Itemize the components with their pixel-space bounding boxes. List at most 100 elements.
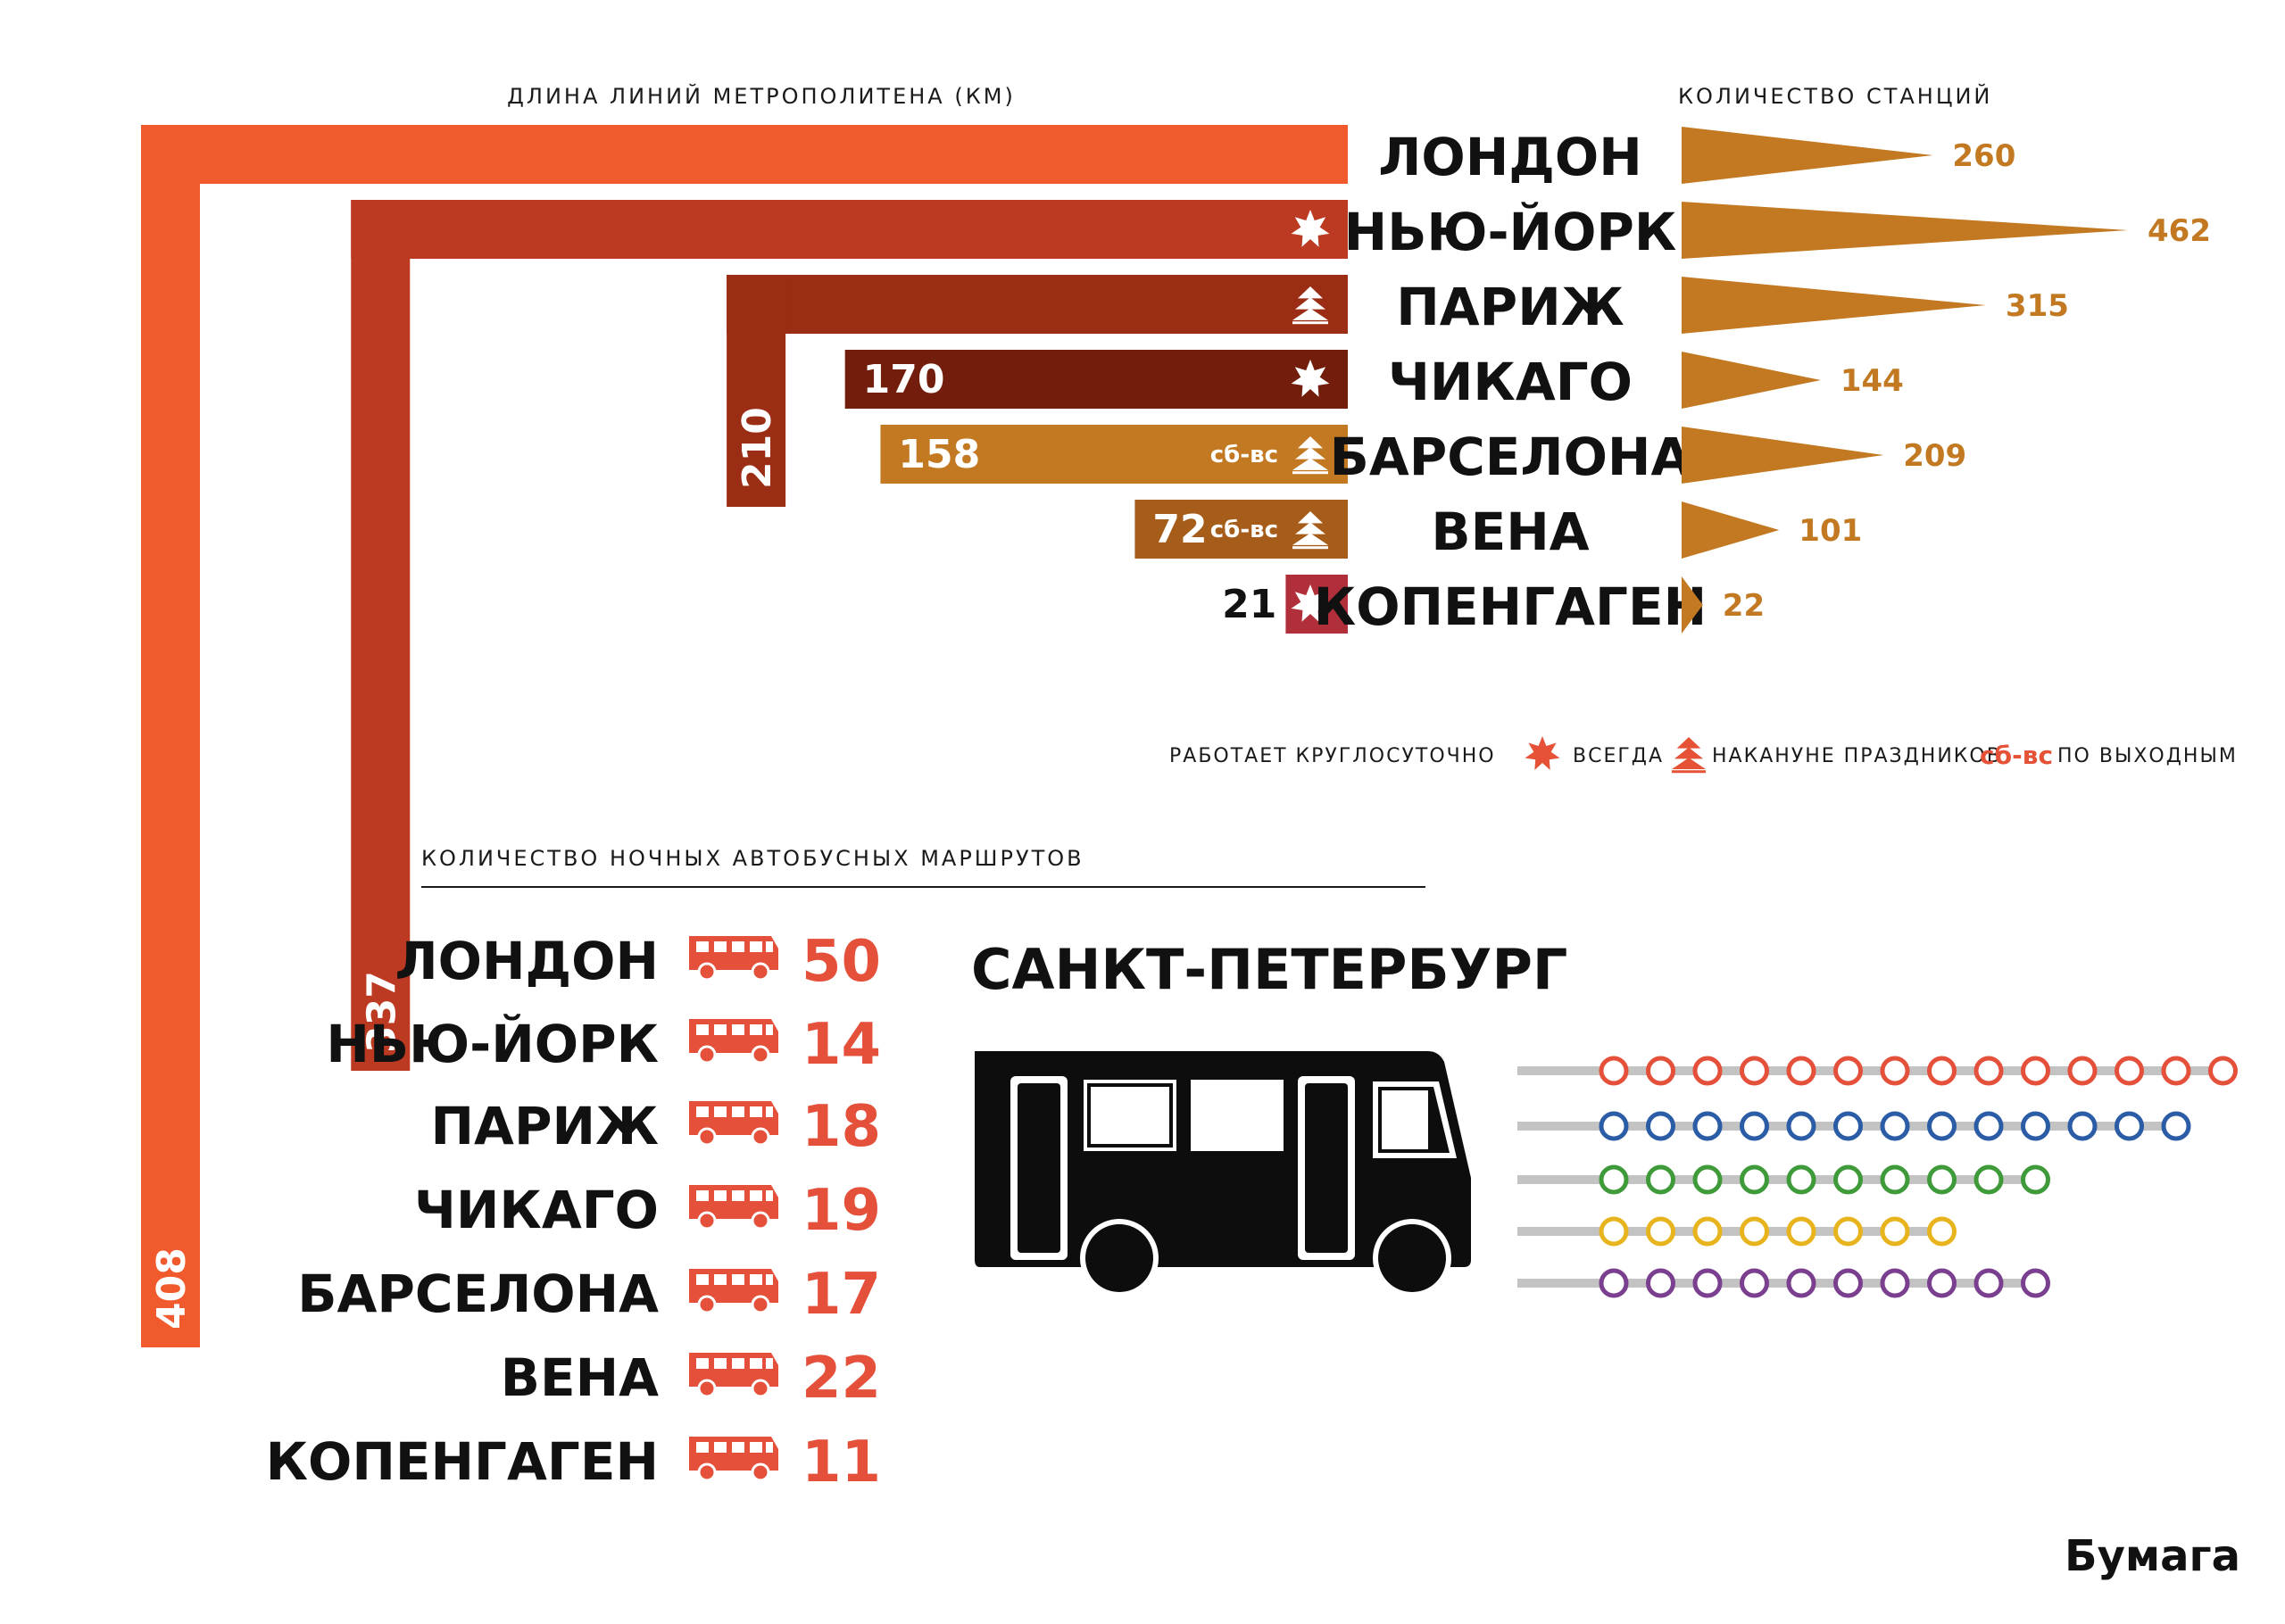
spb-metro-line [1517, 1268, 2050, 1298]
station-circle [1599, 1216, 1629, 1247]
station-circle [1927, 1216, 1957, 1247]
station-circle [1880, 1268, 1910, 1298]
station-value-label: 260 [1952, 138, 2015, 174]
length-bar: 158 сб-вс [880, 425, 1348, 484]
length-value-label: 408 [149, 1247, 195, 1330]
spb-metro-line [1517, 1164, 2050, 1195]
station-value-label: 315 [2006, 288, 2069, 324]
night-bus-row: ПАРИЖ 18 [431, 1094, 882, 1160]
always-open-star-icon [1291, 360, 1330, 397]
length-bar: 72 сб-вс [1134, 500, 1348, 559]
station-circle [1740, 1164, 1769, 1195]
bus-route-count: 11 [802, 1429, 881, 1496]
city-name: БАРСЕЛОНА [297, 1264, 659, 1324]
station-circle [2021, 1268, 2050, 1298]
city-name-column: ЛОНДОН НЬЮ-ЙОРК ПАРИЖ ЧИКАГО БАРСЕЛОНА ВЕНА КО… [1314, 127, 1707, 637]
metro-length-title: ДЛИНА ЛИНИЙ МЕТРОПОЛИТЕНА (КМ) [507, 83, 1016, 109]
always-open-star-icon [1291, 584, 1330, 622]
station-circle [2021, 1164, 2050, 1195]
weekend-tag: сб-вс [1210, 517, 1278, 543]
city-name: ЛОНДОН [1378, 127, 1642, 187]
station-wedge: 144 [1682, 352, 1904, 409]
city-name: ПАРИЖ [1396, 277, 1624, 337]
legend-holidays-icon [1672, 737, 1706, 774]
length-bar: 337 [351, 200, 1348, 1071]
city-name: ЧИКАГО [1388, 352, 1633, 412]
station-circle [1646, 1216, 1675, 1247]
station-circle [1786, 1056, 1816, 1086]
station-circle [1927, 1111, 1957, 1141]
length-bar: 210 [727, 275, 1348, 507]
station-circle [1692, 1111, 1723, 1141]
holiday-tree-icon [1292, 436, 1328, 475]
bus-icon [689, 1101, 778, 1147]
station-circle [1740, 1216, 1769, 1247]
length-value-label: 21 [1222, 582, 1276, 627]
station-circle [1927, 1268, 1957, 1298]
station-circle [1646, 1056, 1675, 1086]
station-circle [2067, 1056, 2098, 1086]
station-wedge: 209 [1682, 427, 1966, 484]
station-circle [1599, 1111, 1629, 1141]
station-circle [1973, 1111, 2004, 1141]
station-circle [1599, 1056, 1629, 1086]
station-circle [1880, 1056, 1910, 1086]
always-open-star-icon [1291, 210, 1330, 247]
night-bus-chart: ЛОНДОН 50 НЬЮ-ЙОРК 14 ПАРИЖ 18 ЧИКАГО 19 БАРСЕЛО… [266, 929, 881, 1496]
station-value-label: 209 [1903, 438, 1966, 474]
night-bus-row: ЛОНДОН 50 [395, 929, 881, 995]
legend-always-label: ВСЕГДА [1573, 745, 1664, 767]
bus-route-count: 17 [802, 1262, 881, 1328]
legend-weekends-label: ПО ВЫХОДНЫМ [2057, 745, 2238, 767]
station-circle [2208, 1056, 2238, 1086]
bus-route-count: 18 [802, 1094, 881, 1160]
station-circle [1786, 1164, 1816, 1195]
stations-count-title: КОЛИЧЕСТВО СТАНЦИЙ [1678, 83, 1992, 109]
station-wedge: 101 [1682, 501, 1862, 559]
station-circle [1646, 1111, 1675, 1141]
tree-icon [1672, 737, 1706, 774]
station-circle [1599, 1164, 1629, 1195]
spb-metro-lines [1517, 1056, 2238, 1298]
spb-metro-line [1517, 1111, 2191, 1141]
city-name: ВЕНА [501, 1347, 659, 1408]
station-circle [1692, 1216, 1723, 1247]
bus-icon [689, 1185, 778, 1230]
station-circle [1646, 1268, 1675, 1298]
station-circle [1786, 1268, 1816, 1298]
bus-icon [689, 1353, 778, 1398]
legend-always-icon [1525, 736, 1560, 770]
length-bar: 21 [1222, 575, 1348, 634]
length-value-label: 72 [1152, 507, 1207, 552]
bus-icon [689, 1019, 778, 1065]
spb-title: САНКТ-ПЕТЕРБУРГ [971, 937, 1567, 1002]
station-circle [1740, 1111, 1769, 1141]
station-circle [2067, 1111, 2098, 1141]
station-circle [1880, 1216, 1910, 1247]
station-circle [2021, 1111, 2050, 1141]
city-name: КОПЕНГАГЕН [266, 1431, 659, 1492]
city-name: КОПЕНГАГЕН [1314, 576, 1707, 637]
length-value-label: 210 [735, 407, 780, 489]
bus-route-count: 50 [802, 929, 881, 995]
station-circle [1740, 1056, 1769, 1086]
night-bus-divider [421, 886, 1425, 888]
bus-route-count: 19 [802, 1178, 881, 1244]
station-value-label: 144 [1840, 363, 1904, 399]
station-value-label: 101 [1799, 513, 1862, 549]
station-circle [1973, 1056, 2004, 1086]
station-circle [1833, 1111, 1863, 1141]
night-bus-row: НЬЮ-ЙОРК 14 [326, 1012, 881, 1078]
city-name: ЛОНДОН [395, 931, 659, 991]
legend-title: РАБОТАЕТ КРУГЛОСУТОЧНО [1169, 745, 1496, 767]
bus-icon [689, 936, 778, 982]
bus-icon [689, 1437, 778, 1482]
weekend-tag: сб-вс [1210, 442, 1278, 468]
station-circle [1833, 1164, 1863, 1195]
bus-silhouette-icon [975, 1051, 1471, 1297]
station-circle [1786, 1216, 1816, 1247]
station-circle [1880, 1164, 1910, 1195]
night-bus-row: ЧИКАГО 19 [414, 1178, 881, 1244]
